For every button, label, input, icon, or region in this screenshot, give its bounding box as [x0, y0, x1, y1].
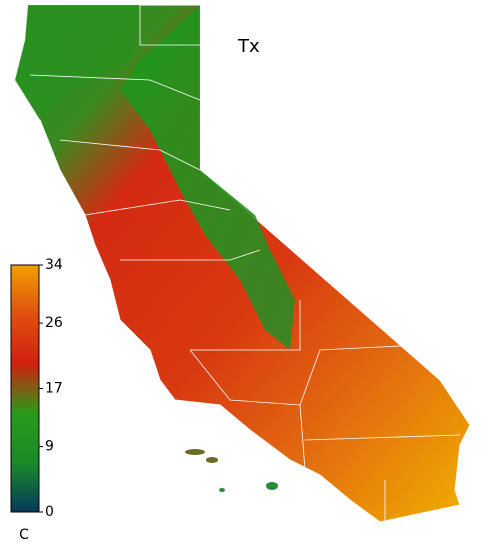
sierra-highlands — [120, 5, 295, 350]
colorbar-tick-label: 26 — [45, 315, 63, 331]
colorbar-tick-label: 0 — [45, 504, 54, 520]
northwest-highlands — [15, 5, 140, 120]
colorbar-tick-label: 34 — [45, 257, 63, 273]
colorbar-tick-label: 9 — [45, 439, 54, 455]
colorbar-tick-label: 17 — [45, 381, 63, 397]
map-title: Tx — [237, 36, 260, 57]
colorbar — [10, 264, 40, 513]
california-map — [14, 4, 471, 523]
colorbar-unit: C — [19, 527, 29, 543]
county-lines — [29, 5, 461, 520]
islands — [185, 449, 278, 492]
